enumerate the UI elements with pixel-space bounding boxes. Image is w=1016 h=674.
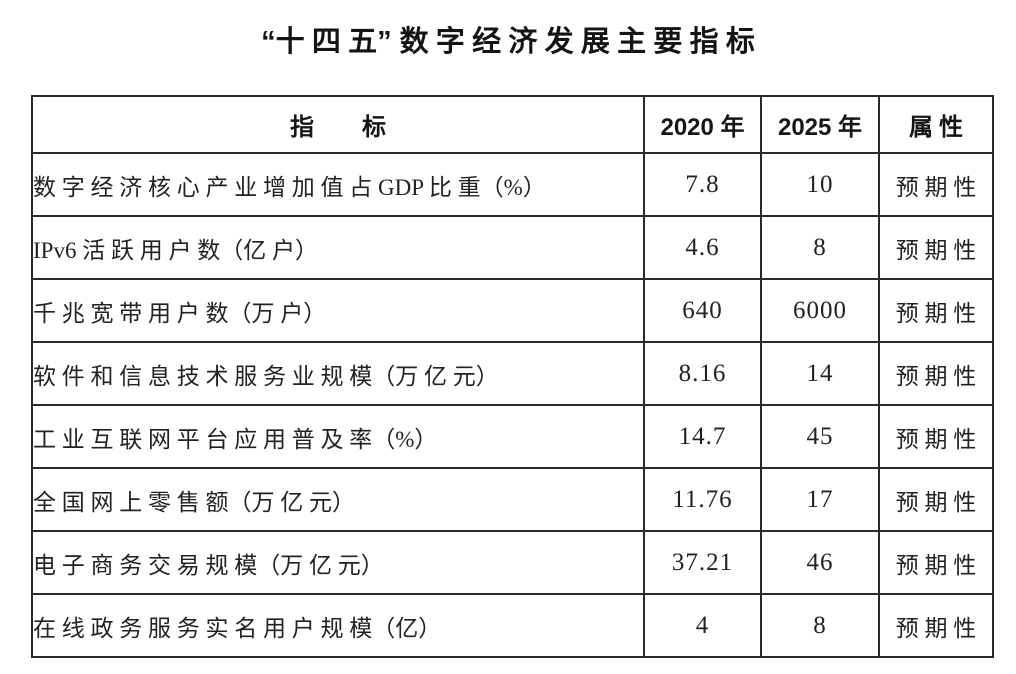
value-2020-cell: 37.21 bbox=[643, 530, 762, 595]
value-2025-cell: 14 bbox=[760, 341, 880, 406]
table-row: 软 件 和 信 息 技 术 服 务 业 规 模（万 亿 元） 8.16 14 预… bbox=[31, 341, 994, 406]
value-2020-cell: 7.8 bbox=[643, 152, 762, 217]
attribute-cell: 预 期 性 bbox=[878, 404, 994, 469]
table-header-row: 指 标 2020 年 2025 年 属 性 bbox=[31, 95, 994, 154]
value-2020-cell: 8.16 bbox=[643, 341, 762, 406]
value-2020-cell: 4 bbox=[643, 593, 762, 658]
attribute-cell: 预 期 性 bbox=[878, 278, 994, 343]
value-2025-cell: 8 bbox=[760, 215, 880, 280]
value-2025-cell: 10 bbox=[760, 152, 880, 217]
value-2025-cell: 8 bbox=[760, 593, 880, 658]
value-2025-cell: 46 bbox=[760, 530, 880, 595]
indicator-cell: 全 国 网 上 零 售 额（万 亿 元） bbox=[31, 467, 645, 532]
indicator-cell: 软 件 和 信 息 技 术 服 务 业 规 模（万 亿 元） bbox=[31, 341, 645, 406]
indicator-cell: 千 兆 宽 带 用 户 数（万 户） bbox=[31, 278, 645, 343]
attribute-cell: 预 期 性 bbox=[878, 530, 994, 595]
indicator-cell: 工 业 互 联 网 平 台 应 用 普 及 率（%） bbox=[31, 404, 645, 469]
header-2020: 2020 年 bbox=[643, 95, 762, 154]
attribute-cell: 预 期 性 bbox=[878, 467, 994, 532]
header-attribute: 属 性 bbox=[878, 95, 994, 154]
table-row: IPv6 活 跃 用 户 数（亿 户） 4.6 8 预 期 性 bbox=[31, 215, 994, 280]
indicator-cell: 数 字 经 济 核 心 产 业 增 加 值 占 GDP 比 重（%） bbox=[31, 152, 645, 217]
page-title: “十 四 五” 数 字 经 济 发 展 主 要 指 标 bbox=[261, 26, 755, 58]
indicators-table: 指 标 2020 年 2025 年 属 性 数 字 经 济 核 心 产 业 增 … bbox=[31, 95, 994, 658]
value-2020-cell: 14.7 bbox=[643, 404, 762, 469]
header-2025: 2025 年 bbox=[760, 95, 880, 154]
attribute-cell: 预 期 性 bbox=[878, 152, 994, 217]
attribute-cell: 预 期 性 bbox=[878, 215, 994, 280]
attribute-cell: 预 期 性 bbox=[878, 341, 994, 406]
indicator-cell: 在 线 政 务 服 务 实 名 用 户 规 模（亿） bbox=[31, 593, 645, 658]
attribute-cell: 预 期 性 bbox=[878, 593, 994, 658]
indicator-cell: IPv6 活 跃 用 户 数（亿 户） bbox=[31, 215, 645, 280]
table-row: 数 字 经 济 核 心 产 业 增 加 值 占 GDP 比 重（%） 7.8 1… bbox=[31, 152, 994, 217]
value-2020-cell: 640 bbox=[643, 278, 762, 343]
value-2025-cell: 17 bbox=[760, 467, 880, 532]
indicator-cell: 电 子 商 务 交 易 规 模（万 亿 元） bbox=[31, 530, 645, 595]
table-row: 千 兆 宽 带 用 户 数（万 户） 640 6000 预 期 性 bbox=[31, 278, 994, 343]
value-2020-cell: 11.76 bbox=[643, 467, 762, 532]
value-2025-cell: 6000 bbox=[760, 278, 880, 343]
table-row: 电 子 商 务 交 易 规 模（万 亿 元） 37.21 46 预 期 性 bbox=[31, 530, 994, 595]
value-2020-cell: 4.6 bbox=[643, 215, 762, 280]
table-row: 工 业 互 联 网 平 台 应 用 普 及 率（%） 14.7 45 预 期 性 bbox=[31, 404, 994, 469]
table-row: 全 国 网 上 零 售 额（万 亿 元） 11.76 17 预 期 性 bbox=[31, 467, 994, 532]
table-row: 在 线 政 务 服 务 实 名 用 户 规 模（亿） 4 8 预 期 性 bbox=[31, 593, 994, 658]
value-2025-cell: 45 bbox=[760, 404, 880, 469]
header-indicator: 指 标 bbox=[31, 95, 645, 154]
